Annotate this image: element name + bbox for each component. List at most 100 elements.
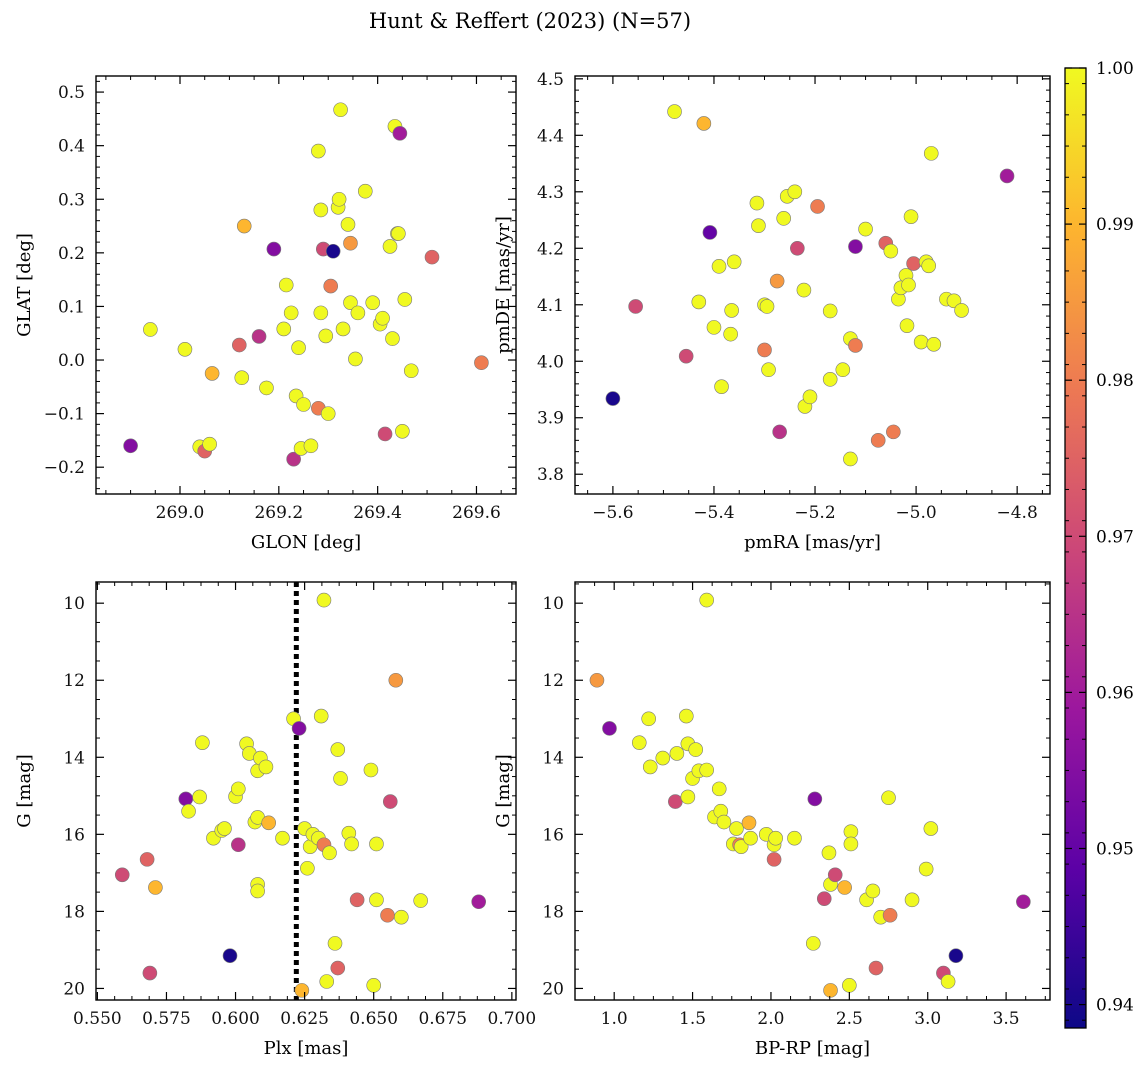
data-point — [325, 243, 341, 259]
data-point — [759, 299, 775, 314]
data-point — [729, 821, 744, 836]
data-point — [276, 321, 292, 337]
data-point — [327, 936, 343, 951]
data-point — [394, 909, 409, 925]
data-point — [641, 711, 656, 727]
data-point — [946, 293, 962, 309]
data-point — [787, 184, 803, 200]
panels: 269.0 269.2 269.4 269.6 −0.2 −0.1 0.0 0.1 0.2 0.3… — [14, 70, 1051, 1059]
data-point — [696, 116, 712, 131]
x-tick-label: 0.650 — [349, 1009, 398, 1029]
data-point — [320, 406, 336, 421]
data-point — [296, 397, 311, 412]
data-point — [691, 294, 707, 310]
colorbar: 0.94 0.95 0.96 0.97 0.98 0.99 1.00 — [1064, 59, 1134, 1029]
y-tick-label: 4.4 — [537, 126, 564, 146]
data-point — [605, 391, 621, 406]
data-point — [123, 438, 138, 454]
data-point — [333, 102, 348, 118]
y-tick-label: 0.1 — [58, 297, 85, 317]
data-point — [835, 362, 851, 378]
data-point — [192, 789, 207, 805]
data-point — [331, 191, 347, 207]
data-point — [313, 708, 329, 724]
data-point — [749, 195, 765, 211]
data-point — [348, 351, 363, 367]
data-point — [217, 821, 232, 836]
data-point — [181, 803, 196, 819]
data-point — [335, 321, 351, 337]
y-tick-label: −0.2 — [44, 458, 85, 478]
y-axis-label: GLAT [deg] — [14, 233, 35, 337]
colorbar-tick-label: 0.99 — [1096, 215, 1134, 235]
data-point — [858, 221, 873, 237]
y-axis-label: pmDE [mas/yr] — [493, 216, 514, 354]
x-tick-label: 1.5 — [679, 1009, 706, 1029]
data-point — [283, 305, 299, 321]
data-point — [796, 282, 812, 298]
y-tick-label: 10 — [63, 594, 85, 614]
data-point — [724, 303, 739, 318]
data-point — [904, 892, 920, 908]
data-point — [236, 218, 252, 234]
data-point — [706, 320, 722, 335]
figure-title: Hunt & Reffert (2023) (N=57) — [369, 9, 691, 33]
data-point — [266, 241, 282, 257]
data-point — [349, 892, 365, 908]
data-point — [388, 672, 404, 688]
data-point — [250, 883, 265, 899]
x-tick-label: 269.2 — [254, 503, 303, 523]
y-tick-label: 10 — [542, 594, 564, 614]
data-point — [699, 592, 714, 608]
data-point — [369, 892, 384, 908]
data-point — [403, 363, 419, 379]
data-point — [807, 791, 823, 807]
colorbar-tick-label: 0.98 — [1096, 371, 1134, 391]
data-point — [837, 880, 852, 895]
data-point — [923, 146, 939, 161]
x-tick-label: 269.6 — [452, 503, 501, 523]
data-point — [669, 746, 685, 761]
data-point — [363, 762, 379, 778]
data-point — [822, 372, 838, 387]
panel-glon-glat: 269.0 269.2 269.4 269.6 −0.2 −0.1 0.0 0.1 0.2 0.3… — [14, 75, 517, 553]
data-point — [743, 830, 758, 846]
x-tick-label: 0.700 — [488, 1009, 537, 1029]
data-point — [843, 824, 859, 839]
data-point — [882, 907, 898, 923]
data-point — [667, 104, 682, 119]
data-point — [397, 292, 413, 307]
data-point — [948, 948, 964, 963]
y-tick-label: 3.9 — [537, 409, 564, 429]
data-point — [772, 424, 787, 440]
data-point — [642, 759, 658, 775]
data-point — [776, 211, 791, 226]
data-point — [375, 310, 390, 326]
data-point — [202, 436, 217, 452]
panel-plx-g: 0.550 0.575 0.600 0.625 0.650 0.675 0.700 10 12 1… — [14, 581, 537, 1059]
x-axis-label: Plx [mas] — [264, 1038, 349, 1059]
y-tick-label: 4.5 — [537, 70, 564, 90]
data-point — [303, 438, 319, 454]
data-point — [340, 217, 356, 232]
data-point — [382, 794, 398, 809]
data-point — [679, 708, 694, 724]
data-point — [881, 790, 896, 806]
x-tick-label: 269.4 — [353, 503, 402, 523]
data-point — [883, 243, 899, 259]
data-point — [954, 303, 969, 318]
data-point — [723, 326, 738, 342]
y-tick-label: 0.2 — [58, 244, 85, 264]
x-tick-label: 1.0 — [601, 1009, 628, 1029]
axes-frame — [95, 581, 517, 1001]
colorbar-tick-label: 0.95 — [1096, 839, 1134, 859]
axes-frame — [574, 75, 1051, 495]
y-tick-label: 20 — [542, 979, 564, 999]
data-point — [822, 303, 838, 319]
y-tick-label: 0.4 — [58, 137, 85, 157]
colorbar-tick-label: 1.00 — [1096, 59, 1134, 79]
ticks — [96, 582, 516, 1000]
x-tick-label: 269.0 — [156, 503, 205, 523]
axes-frame — [574, 581, 1051, 1001]
